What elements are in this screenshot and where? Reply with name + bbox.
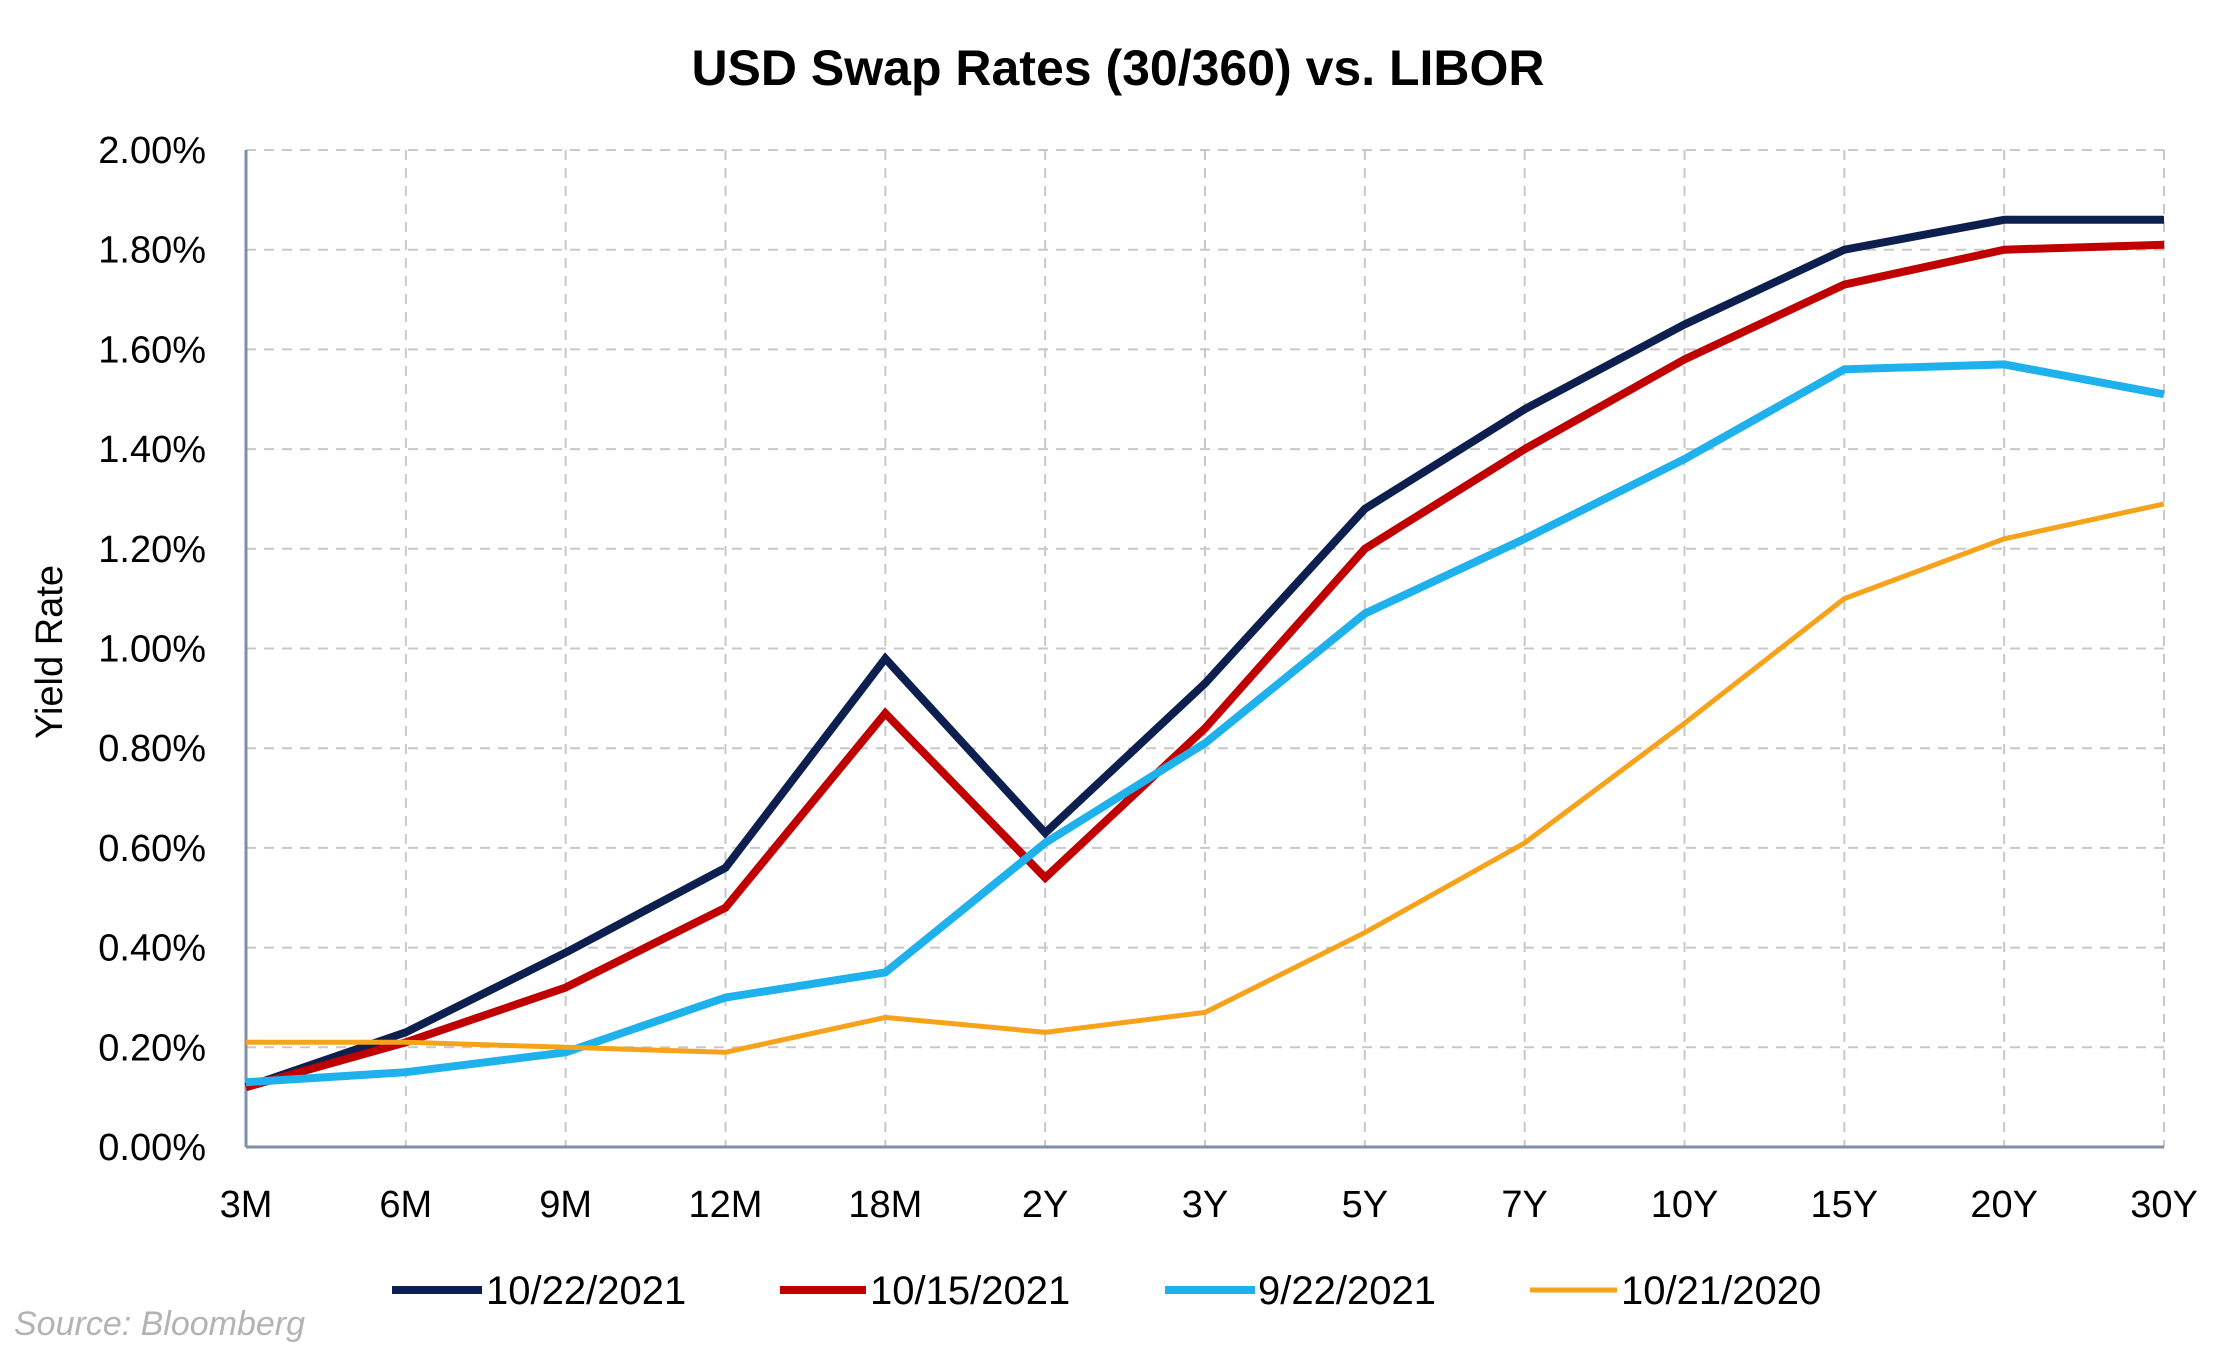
source-note: Source: Bloomberg bbox=[14, 1305, 305, 1343]
x-tick-label: 9M bbox=[539, 1184, 592, 1226]
gridlines bbox=[246, 149, 2165, 1147]
x-tick-label: 20Y bbox=[1970, 1184, 2038, 1226]
y-tick-label: 0.40% bbox=[98, 928, 206, 970]
y-tick-label: 2.00% bbox=[98, 130, 206, 172]
y-tick-label: 0.80% bbox=[98, 728, 206, 770]
series-line-3 bbox=[245, 360, 2165, 1087]
series-line-1 bbox=[244, 215, 2164, 1091]
y-tick-label: 1.00% bbox=[98, 629, 206, 671]
legend-label: 9/22/2021 bbox=[1258, 1269, 1436, 1313]
series-line-4 bbox=[246, 501, 2165, 1055]
y-tick-label: 1.80% bbox=[98, 230, 206, 272]
legend: 10/22/2021 10/15/2021 9/22/2021 10/21/2020 bbox=[392, 1269, 1821, 1313]
x-tick-label: 5Y bbox=[1342, 1184, 1388, 1226]
x-tick-label: 10Y bbox=[1651, 1184, 1719, 1226]
y-tick-label: 1.40% bbox=[98, 429, 206, 471]
x-tick-label: 30Y bbox=[2130, 1184, 2198, 1226]
y-tick-labels: 0.00% 0.20% 0.40% 0.60% 0.80% 1.00% 1.20% 1.40%… bbox=[98, 130, 206, 1169]
series-lines bbox=[244, 215, 2165, 1092]
y-tick-label: 0.00% bbox=[98, 1127, 206, 1169]
x-tick-label: 2Y bbox=[1022, 1184, 1068, 1226]
series-line-2 bbox=[244, 240, 2165, 1092]
y-tick-label: 1.20% bbox=[98, 529, 206, 571]
x-tick-label: 3Y bbox=[1182, 1184, 1228, 1226]
x-tick-label: 18M bbox=[848, 1184, 922, 1226]
y-tick-label: 1.60% bbox=[98, 329, 206, 371]
x-tick-label: 15Y bbox=[1811, 1184, 1879, 1226]
x-tick-label: 3M bbox=[220, 1184, 273, 1226]
x-tick-label: 7Y bbox=[1501, 1184, 1547, 1226]
legend-label: 10/22/2021 bbox=[486, 1269, 686, 1313]
y-tick-label: 0.60% bbox=[98, 828, 206, 870]
x-tick-label: 12M bbox=[689, 1184, 763, 1226]
y-tick-label: 0.20% bbox=[98, 1027, 206, 1069]
legend-label: 10/15/2021 bbox=[870, 1269, 1070, 1313]
legend-label: 10/21/2020 bbox=[1621, 1269, 1821, 1313]
y-axis-label: Yield Rate bbox=[29, 565, 71, 739]
x-tick-label: 6M bbox=[379, 1184, 432, 1226]
axes bbox=[244, 150, 2164, 1149]
x-tick-labels: 3M 6M 9M 12M 18M 2Y 3Y 5Y 7Y 10Y 15Y 20Y 30Y bbox=[220, 1184, 2198, 1226]
chart-title: USD Swap Rates (30/360) vs. LIBOR bbox=[691, 40, 1544, 96]
